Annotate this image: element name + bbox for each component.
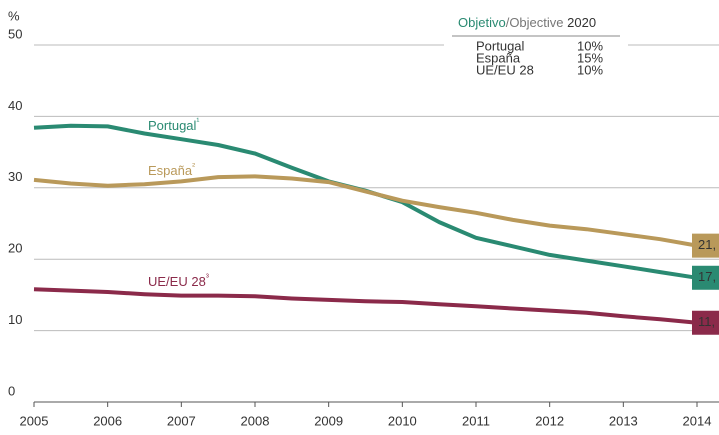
x-tick-label: 2012	[535, 413, 564, 428]
series-label: España²	[148, 161, 195, 178]
series-label: UE/EU 28³	[148, 272, 209, 289]
x-tick-label: 2013	[609, 413, 638, 428]
series-line	[33, 287, 698, 325]
y-tick-label: 40	[8, 98, 22, 113]
y-tick-label: 50	[8, 26, 22, 41]
x-tick-label: 2008	[241, 413, 270, 428]
legend-title-part: Objetivo	[458, 15, 506, 30]
legend-name: Portugal	[476, 38, 525, 53]
end-value-label: 11,	[698, 314, 715, 329]
legend-value: 15%	[577, 50, 603, 65]
series-line	[33, 174, 698, 248]
end-value-badge	[692, 233, 719, 258]
series-label-footnote: ¹	[196, 116, 199, 126]
end-value-label: 17,	[698, 269, 716, 284]
end-value-badge	[692, 265, 719, 290]
legend-title-part: 2020	[564, 15, 597, 30]
x-tick-label: 2010	[388, 413, 417, 428]
x-tick-label: 2014	[683, 413, 712, 428]
end-value-badge	[692, 310, 719, 335]
legend-name: España	[476, 50, 521, 65]
series-label-name: España	[148, 163, 193, 178]
series-label-footnote: ²	[192, 161, 195, 171]
legend-title: Objetivo/Objective 2020	[458, 15, 596, 30]
x-tick-label: 2011	[462, 413, 490, 428]
legend-background	[444, 12, 628, 88]
x-tick-label: 2005	[20, 413, 49, 428]
series-label-footnote: ³	[206, 272, 209, 282]
y-tick-label: 20	[8, 241, 22, 256]
x-tick-label: 2009	[314, 413, 343, 428]
legend-value: 10%	[577, 38, 603, 53]
series-label: Portugal¹	[148, 116, 199, 133]
end-value-label: 21,	[698, 237, 716, 252]
y-tick-label: 10	[8, 312, 22, 327]
y-axis-label: %	[8, 8, 20, 23]
series-label-name: UE/EU 28	[148, 274, 206, 289]
x-tick-label: 2007	[167, 413, 196, 428]
legend-value: 10%	[577, 62, 603, 77]
series-line	[33, 123, 698, 280]
y-tick-label: 0	[8, 383, 15, 398]
series-label-name: Portugal	[148, 118, 197, 133]
y-tick-label: 30	[8, 169, 22, 184]
legend-name: UE/EU 28	[476, 62, 534, 77]
x-tick-label: 2006	[93, 413, 122, 428]
legend-title-part: /Objective	[506, 15, 564, 30]
